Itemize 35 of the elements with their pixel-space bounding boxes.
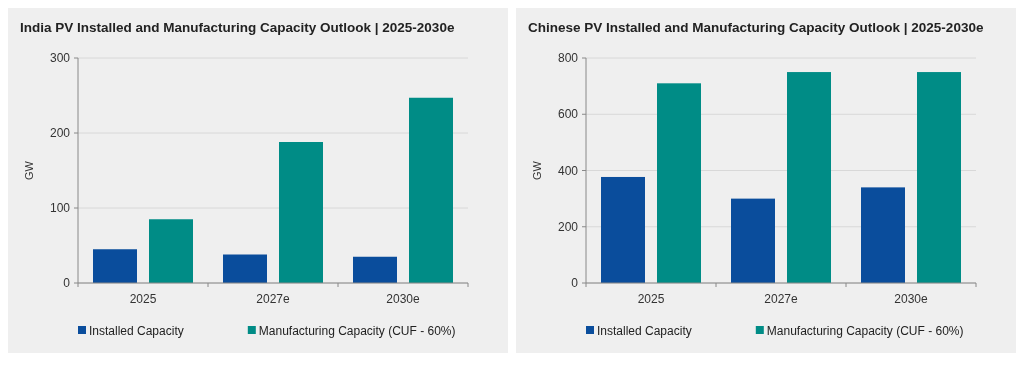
chart-title: Chinese PV Installed and Manufacturing Capacity Outlook | 2025-2030e [528, 20, 984, 35]
bar [787, 72, 831, 283]
bar [731, 198, 775, 283]
bar [93, 249, 137, 283]
y-tick-label: 400 [557, 163, 579, 178]
x-tick-label: 2027e [256, 292, 291, 306]
x-tick-label: 2025 [637, 292, 665, 306]
y-tick-label: 100 [49, 201, 71, 216]
chart-title: India PV Installed and Manufacturing Capacity Outlook | 2025-2030e [20, 20, 455, 35]
x-tick-label: 2030e [386, 292, 421, 306]
bar [657, 83, 701, 283]
y-tick-label: 200 [49, 126, 71, 141]
x-tick-label: 2030e [894, 292, 929, 306]
bar [149, 219, 193, 283]
bar [223, 254, 267, 283]
bar [279, 142, 323, 283]
y-tick-label: 300 [49, 51, 71, 66]
bar [601, 176, 645, 283]
y-tick-label: 200 [557, 219, 579, 234]
x-tick-label: 2027e [764, 292, 799, 306]
bar [917, 72, 961, 283]
legend-label: Installed Capacity [89, 324, 184, 339]
y-axis-title: GW [23, 160, 35, 180]
bar [861, 187, 905, 283]
y-axis-title: GW [531, 160, 543, 180]
bar [353, 256, 397, 283]
x-tick-label: 2025 [129, 292, 157, 306]
legend-label: Manufacturing Capacity (CUF - 60%) [258, 324, 456, 339]
y-tick-label: 800 [557, 51, 579, 66]
bar [409, 97, 453, 283]
y-tick-label: 0 [571, 276, 579, 291]
y-tick-label: 0 [63, 276, 71, 291]
legend-label: Manufacturing Capacity (CUF - 60%) [766, 324, 964, 339]
legend-label: Installed Capacity [597, 324, 692, 339]
y-tick-label: 600 [557, 107, 579, 122]
